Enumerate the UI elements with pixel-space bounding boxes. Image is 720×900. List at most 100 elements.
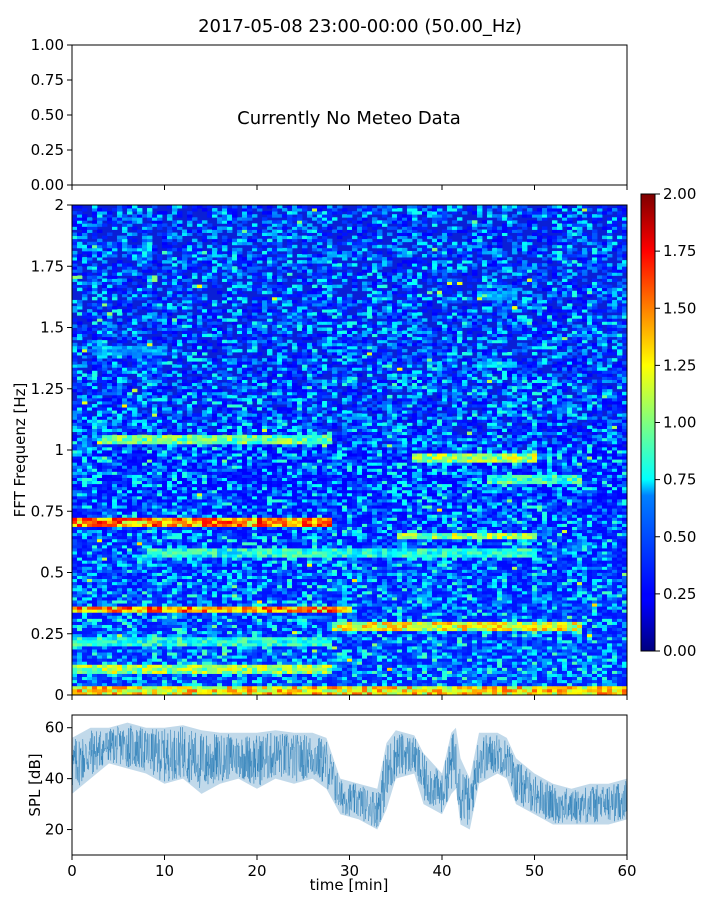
spectrogram-cell: [502, 664, 508, 668]
spectrogram-cell: [557, 560, 563, 564]
spectrogram-cell: [262, 590, 268, 595]
spectrogram-cell: [457, 630, 463, 635]
spectrogram-cell: [282, 676, 288, 681]
spectrogram-cell: [182, 578, 188, 583]
spectrogram-cell: [202, 578, 208, 583]
spectrogram-cell: [207, 566, 213, 570]
spectrogram-cell: [127, 676, 133, 681]
spectrogram-cell: [352, 688, 358, 693]
spectrogram-cell: [302, 642, 308, 647]
spectrogram-cell: [382, 590, 388, 595]
spectrogram-cell: [607, 578, 613, 583]
spectrogram-cell: [92, 664, 98, 668]
spectrogram-cell: [452, 661, 458, 665]
spectrogram-cell: [592, 612, 598, 616]
spectrogram-cell: [342, 593, 348, 598]
spectrogram-cell: [507, 673, 513, 678]
spectrogram-cell: [562, 615, 568, 619]
spectrogram-cell: [397, 633, 403, 638]
spectrogram-cell: [187, 590, 193, 595]
spectrogram-cell: [152, 621, 158, 625]
spectrogram-cell: [267, 569, 273, 573]
spectrogram-cell: [387, 633, 393, 638]
spectrogram-cell: [162, 590, 168, 595]
spectrogram-cell: [337, 691, 343, 696]
spectrogram-cell: [207, 685, 213, 690]
spectrogram-cell: [402, 624, 408, 629]
spectrogram-cell: [177, 609, 183, 613]
spectrogram-cell: [482, 560, 488, 564]
spectrogram-cell: [152, 566, 158, 570]
spectrogram-cell: [482, 658, 488, 662]
spectrogram-cell: [147, 652, 153, 656]
spectrogram-cell: [517, 578, 523, 583]
spectrogram-cell: [182, 618, 188, 622]
spectrogram-cell: [482, 609, 488, 613]
spectrogram-cell: [152, 667, 158, 671]
spectrogram-cell: [507, 606, 513, 610]
spectrogram-cell: [162, 676, 168, 681]
spectrogram-cell: [217, 593, 223, 598]
spectrogram-cell: [567, 685, 573, 690]
spectrogram-cell: [532, 609, 538, 613]
spectrogram-cell: [402, 673, 408, 678]
spectrogram-cell: [382, 560, 388, 564]
spectrogram-cell: [327, 612, 333, 616]
spectrogram-cell: [347, 560, 353, 564]
spectrogram-cell: [252, 563, 258, 567]
spectrogram-cell: [542, 584, 548, 589]
spectrogram-cell: [562, 597, 568, 601]
spectrogram-cell: [207, 682, 213, 687]
spectrogram-cell: [152, 642, 158, 647]
spectrogram-cell: [212, 590, 218, 595]
spectrogram-cell: [387, 685, 393, 690]
spectrogram-cell: [242, 624, 248, 629]
spectrogram-cell: [267, 584, 273, 589]
spectrogram-cell: [412, 624, 418, 629]
spectrogram-cell: [332, 600, 338, 604]
spectrogram-cell: [142, 688, 148, 693]
spectrogram-cell: [232, 606, 238, 610]
spectrogram-cell: [322, 603, 328, 607]
spectrogram-cell: [392, 646, 398, 650]
spectrogram-cell: [247, 673, 253, 678]
spectrogram-cell: [457, 618, 463, 622]
spectrogram-cell: [232, 618, 238, 622]
spectrogram-cell: [592, 679, 598, 684]
spectrogram-cell: [217, 618, 223, 622]
spectrogram-cell: [617, 615, 623, 619]
spectrogram-cell: [302, 646, 308, 650]
spectrogram-cell: [307, 572, 313, 576]
spectrogram-cell: [457, 655, 463, 659]
spectrogram-cell: [197, 618, 203, 622]
spectrogram-cell: [292, 575, 298, 580]
spectrogram-cell: [617, 575, 623, 580]
spectrogram-cell: [92, 658, 98, 662]
spectrogram-cell: [112, 652, 118, 656]
spectrogram-cell: [357, 627, 363, 632]
spectrogram-cell: [587, 578, 593, 583]
spectrogram-cell: [97, 581, 103, 586]
spectrogram-cell: [302, 676, 308, 681]
spectrogram-cell: [407, 676, 413, 681]
spectrogram-cell: [367, 679, 373, 684]
spectrogram-cell: [347, 612, 353, 616]
spectrogram-cell: [487, 618, 493, 622]
spectrogram-cell: [507, 566, 513, 570]
spectrogram-cell: [397, 664, 403, 668]
spectrogram-cell: [172, 606, 178, 610]
spectrogram-cell: [217, 572, 223, 576]
spectrogram-cell: [157, 581, 163, 586]
spectrogram-cell: [457, 615, 463, 619]
spectrogram-cell: [432, 572, 438, 576]
spectrogram-cell: [277, 590, 283, 595]
spectrogram-cell: [297, 688, 303, 693]
spectrogram-cell: [262, 673, 268, 678]
spectrogram-cell: [272, 652, 278, 656]
meteo-x-ticks: [71, 185, 628, 190]
spectrogram-cell: [112, 615, 118, 619]
spectrogram-cell: [122, 682, 128, 687]
spectrogram-cell: [262, 603, 268, 607]
spectrogram-cell: [77, 676, 83, 681]
spectrogram-cell: [327, 649, 333, 653]
